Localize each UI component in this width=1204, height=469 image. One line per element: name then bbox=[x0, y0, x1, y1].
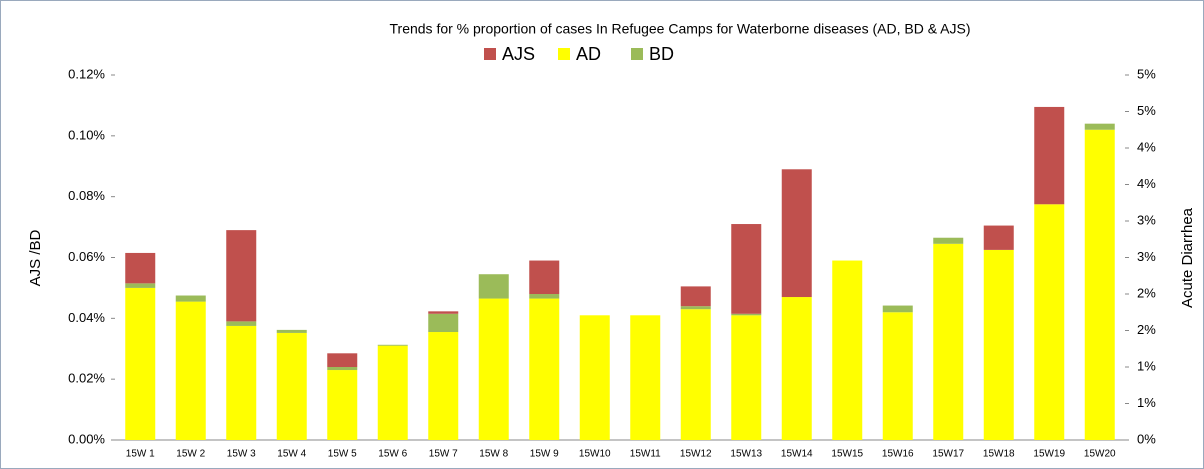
bar-segment bbox=[226, 230, 257, 322]
bar-segment bbox=[276, 329, 307, 333]
bar-segment bbox=[175, 295, 206, 302]
bar-segment bbox=[478, 274, 509, 299]
x-tick-label: 15W 1 bbox=[126, 449, 155, 460]
x-tick-label: 15W 5 bbox=[328, 449, 357, 460]
y2-tick-label: 4% bbox=[1137, 139, 1156, 154]
x-tick-label: 15W 9 bbox=[530, 449, 559, 460]
bar-segment bbox=[327, 370, 358, 440]
bar-segment bbox=[428, 332, 459, 440]
bar-segment bbox=[226, 325, 257, 440]
legend-swatch bbox=[484, 48, 496, 60]
y2-tick-label: 3% bbox=[1137, 249, 1156, 264]
bar-segment bbox=[377, 344, 408, 346]
y-tick-label: 0.08% bbox=[68, 188, 105, 203]
bar-segment bbox=[680, 306, 711, 310]
x-tick-label: 15W 2 bbox=[176, 449, 205, 460]
bar-segment bbox=[630, 315, 661, 440]
bar-segment bbox=[478, 298, 509, 440]
x-tick-label: 15W 6 bbox=[378, 449, 407, 460]
x-tick-label: 15W18 bbox=[983, 449, 1015, 460]
bar-segment bbox=[983, 249, 1014, 440]
bar-segment bbox=[529, 294, 560, 299]
bar-segment bbox=[832, 260, 863, 440]
x-tick-label: 15W16 bbox=[882, 449, 914, 460]
bar-segment bbox=[428, 311, 459, 314]
y2-tick-label: 2% bbox=[1137, 322, 1156, 337]
legend-label: AD bbox=[576, 44, 601, 64]
bar-segment bbox=[882, 312, 913, 440]
bar-segment bbox=[1084, 129, 1115, 440]
x-tick-label: 15W11 bbox=[630, 449, 661, 460]
bar-segment bbox=[1084, 123, 1115, 130]
x-tick-label: 15W17 bbox=[932, 449, 964, 460]
bar-segment bbox=[579, 315, 610, 440]
bar-segment bbox=[731, 315, 762, 440]
bar-segment bbox=[680, 286, 711, 307]
y-tick-label: 0.02% bbox=[68, 371, 105, 386]
bar-segment bbox=[327, 353, 358, 367]
bar-segment bbox=[276, 332, 307, 440]
y-tick-label: 0.04% bbox=[68, 310, 105, 325]
bar-segment bbox=[882, 305, 913, 313]
bar-segment bbox=[1034, 204, 1065, 440]
y2-tick-label: 4% bbox=[1137, 176, 1156, 191]
x-tick-label: 15W 4 bbox=[277, 449, 306, 460]
x-tick-label: 15W19 bbox=[1033, 449, 1065, 460]
y-axis-label: AJS /BD bbox=[27, 229, 44, 286]
x-tick-label: 15W 3 bbox=[227, 449, 256, 460]
bar-segment bbox=[377, 345, 408, 440]
bar-segment bbox=[529, 260, 560, 294]
bar-segment bbox=[226, 321, 257, 326]
x-tick-label: 15W15 bbox=[831, 449, 863, 460]
x-tick-label: 15W10 bbox=[579, 449, 611, 460]
y2-tick-label: 5% bbox=[1137, 103, 1156, 118]
bar-segment bbox=[781, 297, 812, 440]
bar-segment bbox=[731, 313, 762, 316]
y2-tick-label: 1% bbox=[1137, 358, 1156, 373]
y-tick-label: 0.06% bbox=[68, 249, 105, 264]
y2-tick-label: 5% bbox=[1137, 66, 1156, 81]
bar-segment bbox=[680, 309, 711, 440]
bar-segment bbox=[327, 367, 358, 371]
bar-segment bbox=[175, 301, 206, 440]
bar-segment bbox=[933, 237, 964, 244]
y2-tick-label: 1% bbox=[1137, 395, 1156, 410]
bar-segment bbox=[1034, 106, 1065, 205]
legend-swatch bbox=[558, 48, 570, 60]
y2-tick-label: 2% bbox=[1137, 285, 1156, 300]
x-tick-label: 15W20 bbox=[1084, 449, 1116, 460]
y-tick-label: 0.00% bbox=[68, 431, 105, 446]
bar-segment bbox=[731, 224, 762, 314]
x-tick-label: 15W 8 bbox=[479, 449, 508, 460]
y2-tick-label: 3% bbox=[1137, 212, 1156, 227]
legend-label: BD bbox=[649, 44, 674, 64]
legend-label: AJS bbox=[502, 44, 535, 64]
bar-segment bbox=[781, 169, 812, 298]
bar-segment bbox=[933, 243, 964, 440]
bar-segment bbox=[529, 298, 560, 440]
y2-axis-label: Acute Diarrhea bbox=[1179, 207, 1196, 308]
bar-segment bbox=[428, 313, 459, 333]
y-tick-label: 0.12% bbox=[68, 66, 105, 81]
y2-tick-label: 0% bbox=[1137, 431, 1156, 446]
x-tick-label: 15W14 bbox=[781, 449, 813, 460]
bar-segment bbox=[125, 252, 156, 284]
x-tick-label: 15W13 bbox=[730, 449, 762, 460]
legend-swatch bbox=[631, 48, 643, 60]
bar-segment bbox=[125, 283, 156, 288]
x-tick-label: 15W12 bbox=[680, 449, 712, 460]
bar-segment bbox=[983, 225, 1014, 250]
bar-segment bbox=[125, 287, 156, 440]
x-tick-label: 15W 7 bbox=[429, 449, 458, 460]
y-tick-label: 0.10% bbox=[68, 127, 105, 142]
chart-title: Trends for % proportion of cases In Refu… bbox=[390, 21, 971, 37]
